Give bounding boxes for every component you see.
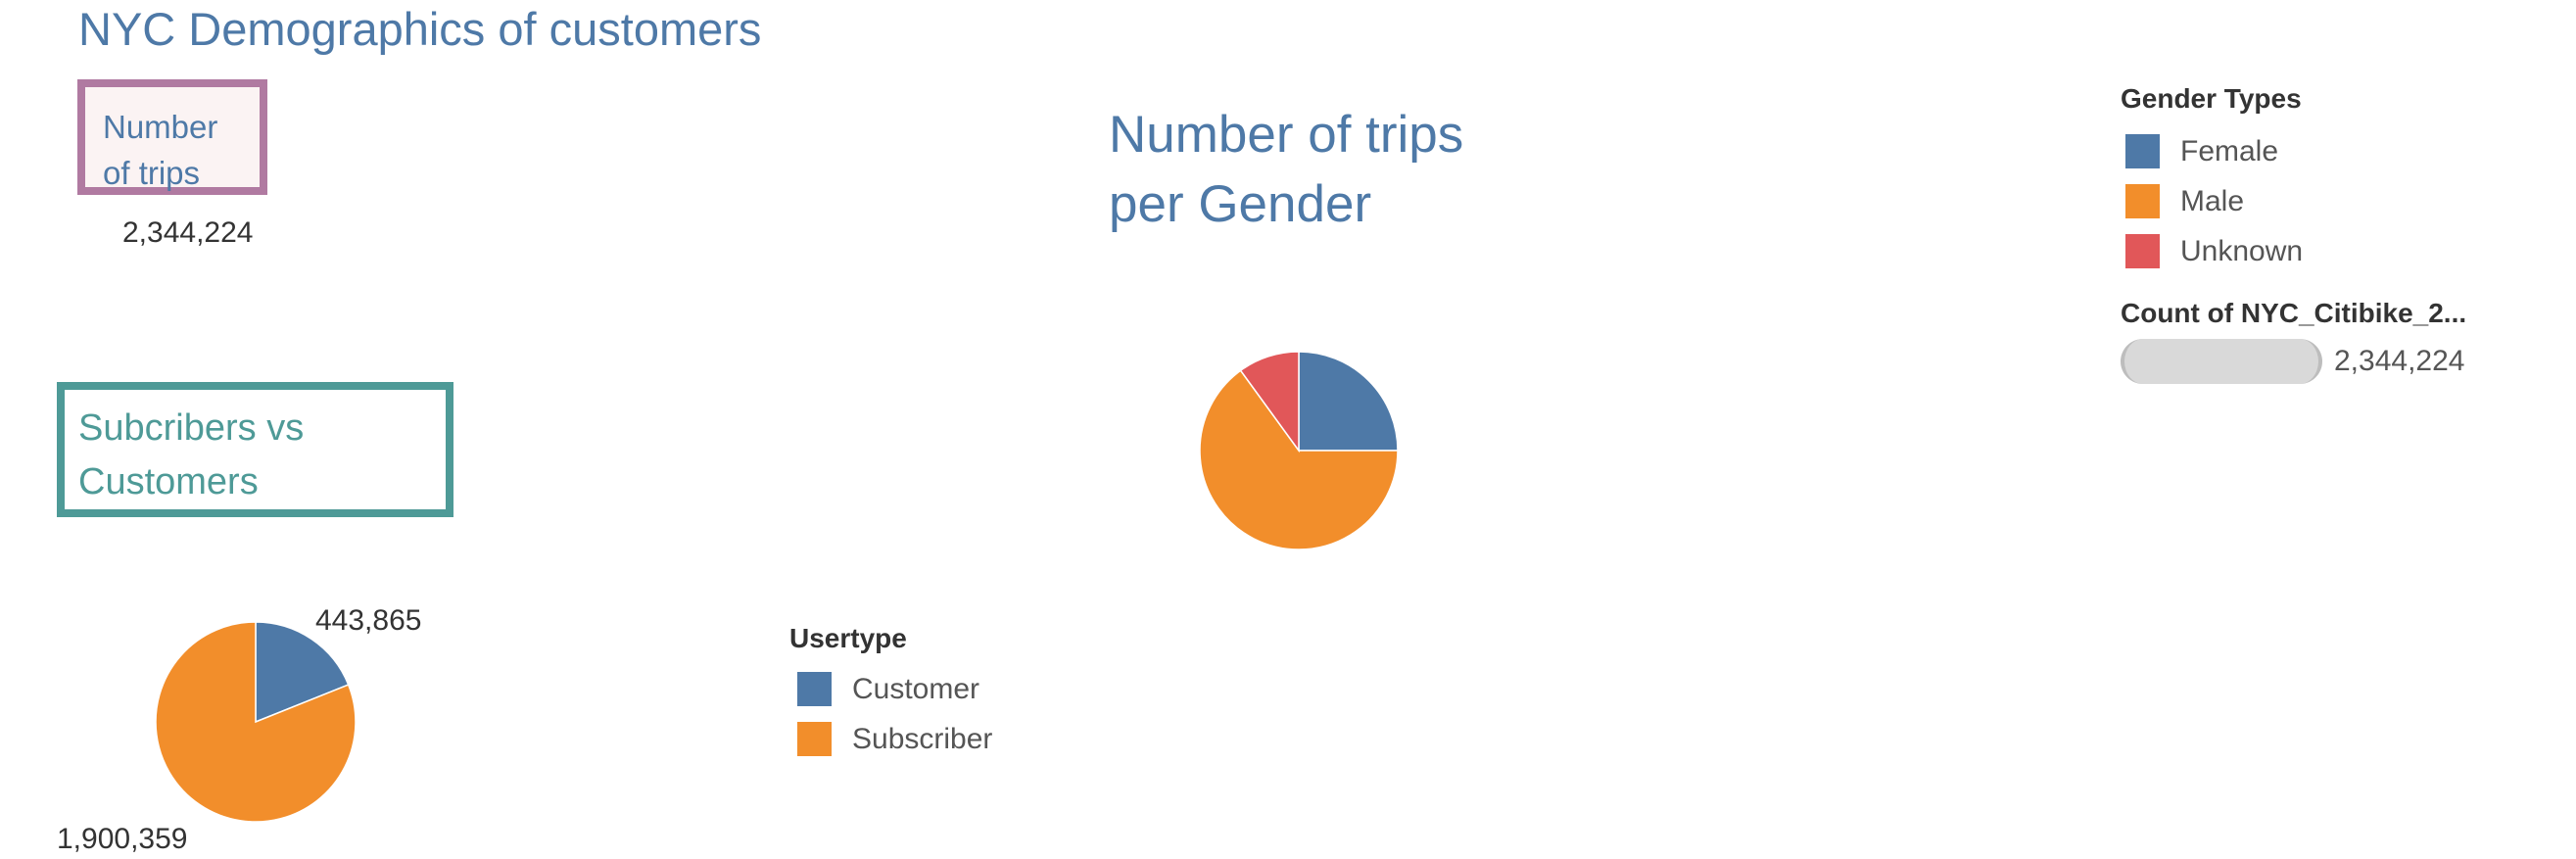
- pie-slice-male[interactable]: [1199, 369, 1399, 550]
- kpi-title-line2: of trips: [103, 155, 201, 191]
- legend-item-unknown[interactable]: Unknown: [2125, 226, 2303, 276]
- usertype-title-box: Subcribers vs Customers: [57, 382, 453, 517]
- unknown-swatch: [2125, 234, 2160, 268]
- male-swatch: [2125, 184, 2160, 218]
- kpi-value: 2,344,224: [122, 216, 254, 249]
- customer-swatch: [797, 672, 832, 706]
- size-legend-bar: [2121, 339, 2322, 384]
- subscriber-swatch: [797, 722, 832, 756]
- legend-item-male[interactable]: Male: [2125, 176, 2303, 226]
- dashboard-title: NYC Demographics of customers: [78, 3, 762, 55]
- legend-label-unknown: Unknown: [2180, 234, 2304, 267]
- data-label-subscriber: 1,900,359: [57, 823, 187, 855]
- legend-label-female: Female: [2180, 134, 2279, 167]
- usertype-legend-title: Usertype: [789, 623, 907, 653]
- pie-slice-female[interactable]: [1298, 351, 1399, 452]
- female-swatch: [2125, 134, 2160, 168]
- count-size-legend[interactable]: Count of NYC_Citibike_2... 2,344,224: [2121, 298, 2466, 384]
- gender-chart-title: Number of trips per Gender: [1109, 100, 1463, 239]
- gender-title-line2: per Gender: [1109, 175, 1372, 233]
- usertype-title-line1: Subcribers vs: [78, 407, 305, 449]
- legend-item-subscriber[interactable]: Subscriber: [797, 714, 992, 764]
- kpi-title-line1: Number: [103, 109, 218, 145]
- kpi-title-box: Number of trips: [77, 79, 267, 195]
- gender-legend-title: Gender Types: [2121, 83, 2302, 114]
- usertype-title-line2: Customers: [78, 461, 259, 502]
- gender-title-line1: Number of trips: [1109, 106, 1464, 164]
- legend-label-subscriber: Subscriber: [852, 722, 993, 755]
- size-legend-row: 2,344,224: [2121, 339, 2466, 384]
- legend-item-female[interactable]: Female: [2125, 126, 2303, 176]
- legend-item-customer[interactable]: Customer: [797, 664, 992, 714]
- pie-slice-customer[interactable]: [255, 621, 350, 724]
- legend-label-customer: Customer: [852, 672, 980, 705]
- pie-slice-subscriber[interactable]: [155, 621, 357, 823]
- usertype-legend[interactable]: Usertype Customer Subscriber: [789, 623, 992, 764]
- data-label-customer: 443,865: [315, 604, 421, 637]
- legend-label-male: Male: [2180, 184, 2245, 217]
- count-legend-title: Count of NYC_Citibike_2...: [2121, 298, 2467, 328]
- pie-slice-unknown[interactable]: [1239, 351, 1300, 453]
- size-legend-value: 2,344,224: [2334, 345, 2465, 377]
- gender-legend[interactable]: Gender Types Female Male Unknown: [2121, 83, 2303, 276]
